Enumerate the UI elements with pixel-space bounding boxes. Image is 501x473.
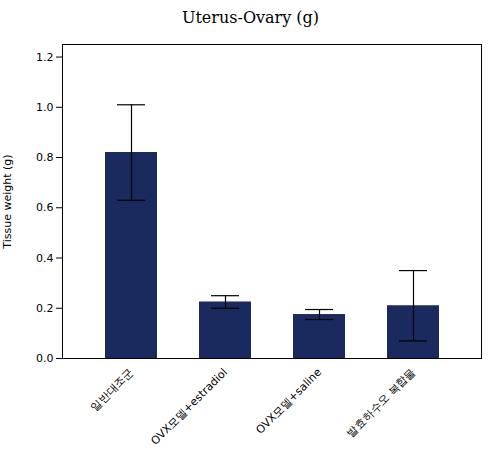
svg-text:0.2: 0.2 xyxy=(36,302,54,315)
svg-text:발효하수오 복합물: 발효하수오 복합물 xyxy=(344,366,418,440)
svg-text:OVX모델+saline: OVX모델+saline xyxy=(253,366,324,437)
svg-text:1.2: 1.2 xyxy=(36,51,54,64)
svg-text:Tissue weight (g): Tissue weight (g) xyxy=(1,154,14,249)
svg-text:0.6: 0.6 xyxy=(36,201,54,214)
svg-text:일반대조군: 일반대조군 xyxy=(88,366,136,414)
svg-text:0.4: 0.4 xyxy=(36,252,54,265)
svg-text:0.8: 0.8 xyxy=(36,151,54,164)
svg-text:0.0: 0.0 xyxy=(36,352,54,365)
svg-text:1.0: 1.0 xyxy=(36,101,54,114)
svg-text:OVX모델+estradiol: OVX모델+estradiol xyxy=(148,366,230,448)
html-text:Uterus-Ovary (g): Uterus-Ovary (g) xyxy=(181,8,320,27)
